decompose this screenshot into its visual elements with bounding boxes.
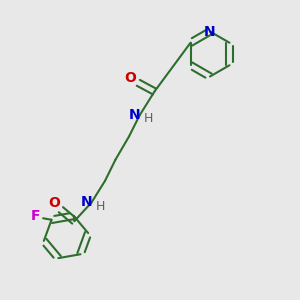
Text: F: F (31, 209, 41, 223)
Text: O: O (48, 196, 60, 210)
Text: H: H (144, 112, 153, 125)
Text: N: N (204, 25, 216, 38)
Text: H: H (96, 200, 105, 213)
Text: N: N (80, 195, 92, 208)
Text: N: N (128, 108, 140, 122)
Text: O: O (124, 71, 136, 85)
